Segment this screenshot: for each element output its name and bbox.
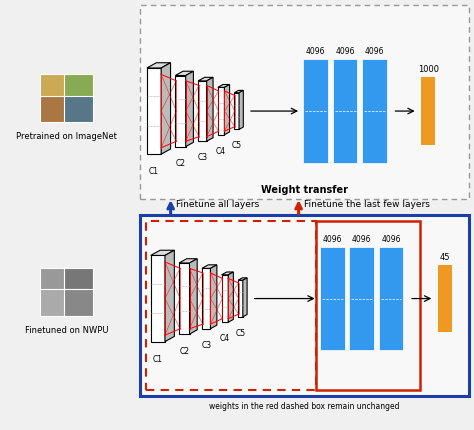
Polygon shape (147, 69, 161, 155)
Polygon shape (198, 78, 213, 82)
Bar (40, 96, 69, 123)
Bar (64, 290, 93, 316)
Text: C5: C5 (236, 328, 246, 337)
Polygon shape (234, 94, 239, 130)
Text: Weight transfer: Weight transfer (261, 185, 348, 195)
Text: 1000: 1000 (418, 65, 438, 74)
Text: C3: C3 (197, 153, 208, 162)
Text: 4096: 4096 (365, 47, 384, 56)
Text: 4096: 4096 (322, 234, 342, 243)
Text: Finetune all layers: Finetune all layers (176, 200, 260, 209)
FancyBboxPatch shape (140, 215, 469, 396)
Text: C4: C4 (220, 333, 230, 342)
Text: C3: C3 (201, 340, 211, 349)
Text: Finetune the last few layers: Finetune the last few layers (304, 200, 430, 209)
Bar (64, 96, 93, 123)
Polygon shape (210, 265, 217, 329)
Text: C4: C4 (216, 146, 226, 155)
Polygon shape (225, 85, 229, 135)
Polygon shape (239, 91, 243, 130)
Polygon shape (243, 278, 247, 317)
Polygon shape (218, 85, 229, 88)
Polygon shape (186, 72, 193, 147)
Bar (303, 60, 328, 163)
Polygon shape (234, 91, 243, 94)
Text: Pretrained on ImageNet: Pretrained on ImageNet (16, 132, 117, 141)
Bar (379, 247, 403, 350)
Bar (438, 265, 452, 332)
Text: Finetuned on NWPU: Finetuned on NWPU (25, 325, 108, 334)
Polygon shape (161, 64, 171, 155)
Polygon shape (218, 88, 225, 135)
Polygon shape (238, 278, 247, 281)
Text: C1: C1 (149, 167, 159, 176)
Text: 4096: 4096 (306, 47, 326, 56)
Bar (320, 247, 345, 350)
Text: 4096: 4096 (352, 234, 372, 243)
Bar (349, 247, 374, 350)
Bar (421, 78, 435, 145)
Text: 4096: 4096 (381, 234, 401, 243)
Text: C1: C1 (153, 354, 163, 363)
Polygon shape (228, 272, 233, 322)
Polygon shape (151, 256, 165, 342)
Bar (64, 75, 93, 101)
Polygon shape (151, 251, 174, 256)
Polygon shape (147, 64, 171, 69)
Bar (64, 268, 93, 295)
Polygon shape (202, 269, 210, 329)
FancyBboxPatch shape (140, 6, 469, 200)
Text: C2: C2 (175, 159, 185, 168)
Text: 4096: 4096 (335, 47, 355, 56)
Polygon shape (202, 265, 217, 269)
Polygon shape (179, 263, 190, 335)
Text: 45: 45 (439, 252, 450, 261)
Text: C2: C2 (179, 346, 189, 355)
Text: weights in the red dashed box remain unchanged: weights in the red dashed box remain unc… (210, 401, 400, 410)
Polygon shape (190, 259, 197, 335)
Polygon shape (175, 72, 193, 77)
Bar (40, 290, 69, 316)
Text: C5: C5 (232, 141, 242, 150)
Bar (40, 75, 69, 101)
Bar (362, 60, 387, 163)
Polygon shape (221, 275, 228, 322)
Polygon shape (198, 82, 207, 142)
Bar (40, 268, 69, 295)
Polygon shape (175, 77, 186, 147)
Polygon shape (221, 272, 233, 275)
Polygon shape (207, 78, 213, 142)
Polygon shape (179, 259, 197, 263)
Bar (333, 60, 357, 163)
Polygon shape (238, 281, 243, 317)
Polygon shape (165, 251, 174, 342)
